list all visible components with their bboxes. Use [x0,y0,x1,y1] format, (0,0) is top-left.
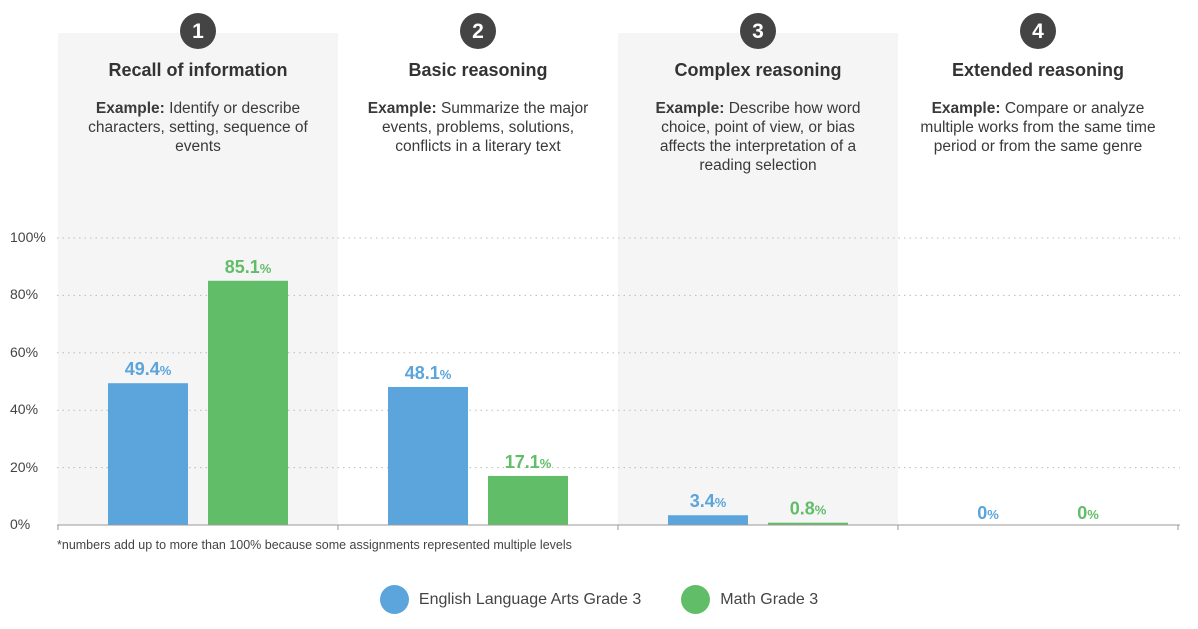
y-tick-label: 0% [10,516,31,532]
example-label: Example: [367,100,437,117]
level-panel-3 [618,33,898,525]
level-badge-number: 1 [192,20,204,43]
data-label-math-level-3: 0.8% [790,499,827,519]
y-tick-label: 60% [10,343,39,360]
level-badge-number: 2 [472,20,484,43]
level-badge-number: 3 [752,20,764,43]
bar-math-level-3 [768,522,848,525]
example-label: Example: [95,100,165,117]
y-tick-label: 20% [10,458,39,475]
legend-label-ela: English Language Arts Grade 3 [418,590,642,608]
data-labels: 49.4% 85.1% 48.1% 17.1% 3.4% 0.8% 0% 0% [125,257,1100,523]
legend-swatch-math [681,585,711,614]
level-badge-number: 4 [1032,20,1044,43]
level-example-3: Example: Describe how word choice, point… [640,99,876,175]
bar-ela-level-3 [668,515,748,525]
x-axis [57,524,1180,530]
legend: English Language Arts Grade 3 Math Grade… [0,585,1198,614]
data-label-ela-level-4: 0% [977,503,999,523]
level-example-1: Example: Identify or describe characters… [80,99,316,156]
data-label-math-level-4: 0% [1077,503,1099,523]
bar-ela-level-1 [108,383,188,525]
bar-math-level-2 [488,475,568,525]
bar-math-level-1 [208,280,288,525]
example-text: Identify or describe characters, setting… [88,100,308,155]
level-title-3: Complex reasoning [674,60,842,80]
level-title-4: Extended reasoning [951,60,1125,80]
level-panels [58,33,898,525]
level-title-1: Recall of information [108,60,288,80]
bars [108,280,848,525]
level-example-2: Example: Summarize the major events, pro… [360,99,596,156]
level-title-2: Basic reasoning [408,60,548,80]
legend-item-ela: English Language Arts Grade 3 [379,585,642,614]
level-badges: 1 2 3 4 [180,13,1056,49]
example-text: Describe how word choice, point of view,… [659,100,861,174]
legend-label-math: Math Grade 3 [720,590,819,608]
data-label-ela-level-2: 48.1% [405,363,452,383]
footnote: *numbers add up to more than 100% becaus… [57,538,572,552]
example-text: Compare or analyze multiple works from t… [920,100,1156,155]
level-badge-2 [460,13,496,49]
level-example-4: Example: Compare or analyze multiple wor… [920,99,1156,156]
legend-item-math: Math Grade 3 [681,585,818,614]
level-panel-1 [58,33,338,525]
y-tick-label: 40% [10,401,39,418]
y-tick-label: 80% [10,286,39,303]
data-label-math-level-2: 17.1% [505,452,552,472]
example-text: Summarize the major events, problems, so… [381,100,589,155]
data-label-ela-level-1: 49.4% [125,359,172,379]
level-badge-1 [180,13,216,49]
data-label-math-level-1: 85.1% [225,257,272,277]
y-tick-label: 100% [10,229,46,245]
example-label: Example: [655,100,725,117]
example-label: Example: [931,100,1001,117]
bar-ela-level-2 [388,386,468,525]
level-badge-3 [740,13,776,49]
level-badge-4 [1020,13,1056,49]
legend-swatch-ela [379,585,409,614]
data-label-ela-level-3: 3.4% [690,491,727,511]
